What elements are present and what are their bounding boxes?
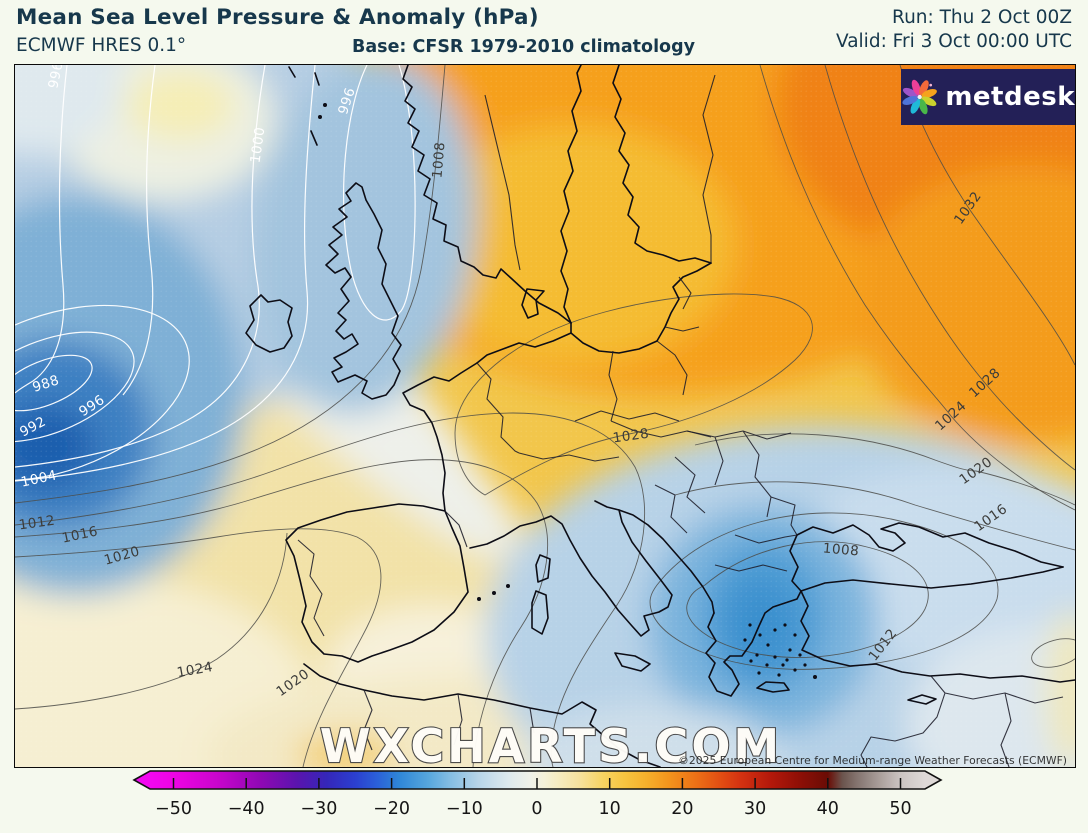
anomaly-colorbar: −50 −40 −30 −20 −10 0 10 20 30 40 50: [132, 770, 943, 819]
isobars-light: [15, 65, 416, 482]
logo-petal: [902, 87, 918, 98]
logo-petal: [918, 98, 928, 115]
logo-petal: [902, 96, 918, 105]
watermark: WXCHARTS.COM: [320, 719, 782, 767]
colorbar-tick-label: −30: [300, 799, 337, 819]
country-borders: [297, 74, 1064, 767]
logo-flower-icon: [902, 79, 937, 115]
colorbar-tick-label: −10: [446, 799, 483, 819]
colorbar-tick-label: −20: [373, 799, 410, 819]
coastlines: [245, 65, 1075, 767]
logo-petal: [919, 80, 929, 96]
logo-petal: [910, 98, 921, 114]
colorbar-tick-label: −40: [228, 799, 265, 819]
copyright-text: ©2025 European Centre for Medium-range W…: [678, 754, 1067, 767]
isobar-label: 1016: [61, 523, 100, 546]
stipple-texture: [15, 65, 1075, 767]
page-title: Mean Sea Level Pressure & Anomaly (hPa): [16, 5, 539, 30]
weather-map: 996 996 1000 988 992 996 1004 1008 1012 1016 1020 1…: [14, 64, 1076, 768]
isobar-label: 1024: [176, 659, 215, 681]
isobar-label: 1000: [248, 126, 269, 164]
aegean-islands: [743, 623, 817, 679]
colorbar-tick-label: 10: [599, 799, 621, 819]
colorbar-tick-label: 0: [531, 799, 542, 819]
logo-petal: [911, 79, 921, 96]
colorbar-ticks: −50 −40 −30 −20 −10 0 10 20 30 40 50: [155, 778, 912, 819]
isobar-label: 1028: [612, 426, 650, 447]
run-time-label: Run: Thu 2 Oct 00Z: [892, 7, 1072, 28]
logo-text: metdesk: [945, 82, 1075, 112]
colorbar-tick-label: −50: [155, 799, 192, 819]
model-label: ECMWF HRES 0.1°: [16, 35, 187, 56]
metdesk-logo: metdesk: [901, 69, 1075, 125]
climatology-base-label: Base: CFSR 1979-2010 climatology: [352, 37, 696, 57]
isobar-label: 996: [45, 65, 66, 90]
colorbar-tick-label: 40: [817, 799, 839, 819]
isobar-label: 1004: [20, 467, 59, 490]
colorbar-tick-label: 30: [744, 799, 766, 819]
logo-petal: [921, 96, 937, 107]
colorbar-tick-label: 50: [889, 799, 911, 819]
isobar-label: 1008: [822, 540, 860, 559]
logo-petal: [921, 89, 937, 98]
isobar-label: 1008: [429, 141, 448, 179]
valid-time-label: Valid: Fri 3 Oct 00:00 UTC: [835, 31, 1072, 52]
pressure-anomaly-map: 9969961000988992996100410081012101610201…: [15, 65, 1075, 767]
colorbar-tick-label: 20: [671, 799, 693, 819]
isobar-label: 1012: [18, 513, 56, 534]
